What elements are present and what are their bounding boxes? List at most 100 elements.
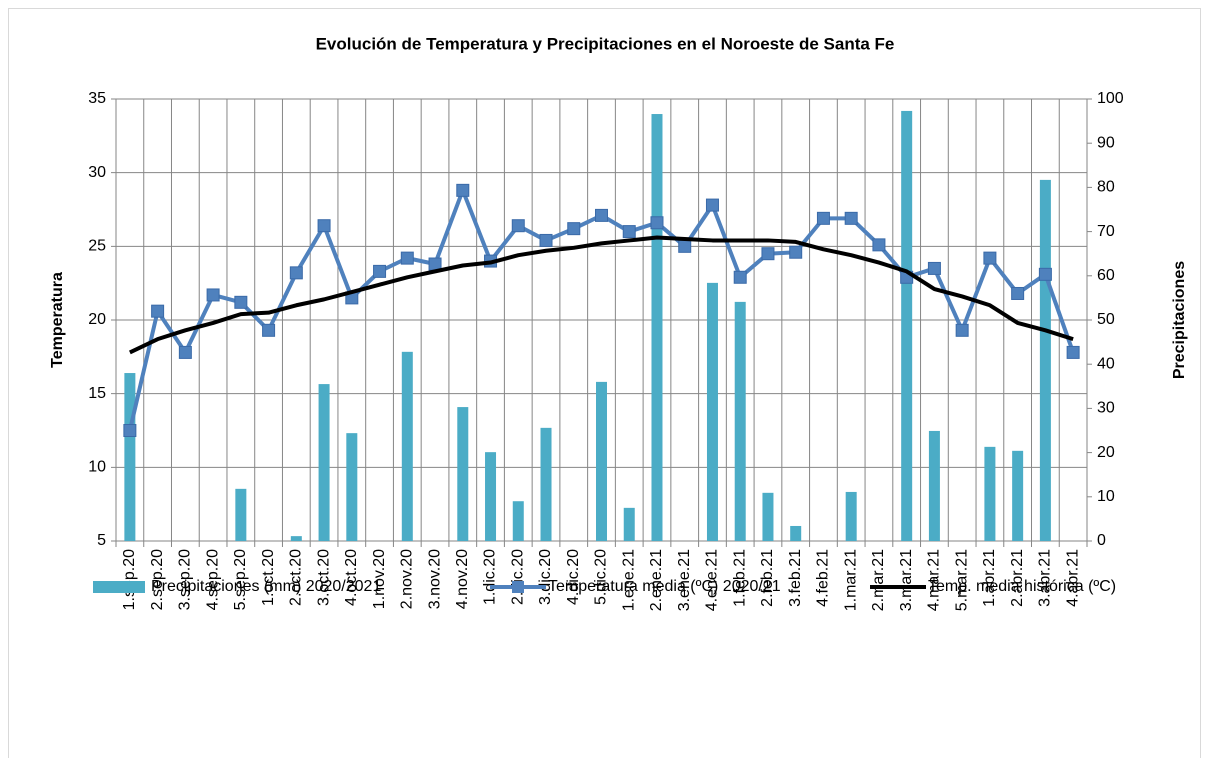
bar — [984, 446, 996, 541]
y-tick-label: 20 — [88, 311, 106, 328]
x-tick-label: 4.nov.20 — [454, 549, 471, 609]
x-tick-label: 2.sep.20 — [149, 549, 166, 610]
marker — [178, 345, 192, 359]
y2-tick-label: 40 — [1097, 355, 1115, 372]
bar — [901, 110, 913, 542]
bar — [401, 351, 413, 541]
marker — [317, 219, 331, 233]
marker — [1038, 267, 1052, 281]
x-tick-label: 3.mar.21 — [898, 549, 915, 611]
x-tick-label: 3.feb.21 — [787, 549, 804, 607]
x-tick-label: 4.dic.20 — [565, 549, 582, 605]
x-tick-label: 2.ene.21 — [648, 549, 665, 611]
x-tick-label: 3.ene.21 — [676, 549, 693, 611]
legend-marker — [512, 581, 524, 593]
x-tick-label: 2.nov.20 — [399, 549, 416, 609]
bar — [318, 384, 330, 541]
chart-title: Evolución de Temperatura y Precipitacion… — [316, 34, 895, 53]
x-tick-label: 3.dic.20 — [537, 549, 554, 605]
bar — [290, 536, 302, 541]
legend-label: Temperatura media (ºC) 2020/21 — [548, 578, 781, 595]
marker — [373, 264, 387, 278]
x-tick-label: 1.mar.21 — [842, 549, 859, 611]
bar — [596, 381, 607, 541]
bar — [928, 430, 940, 541]
marker — [789, 245, 803, 259]
marker — [456, 183, 470, 197]
marker — [428, 257, 442, 271]
y-tick-label: 35 — [88, 90, 106, 107]
y-tick-label: 30 — [88, 164, 106, 181]
y2-tick-label: 20 — [1097, 444, 1115, 461]
x-tick-label: 3.abr.21 — [1037, 549, 1054, 607]
marker — [955, 323, 969, 337]
marker — [567, 222, 581, 236]
marker — [1066, 345, 1080, 359]
bar — [651, 114, 663, 541]
y-tick-label: 5 — [97, 532, 106, 549]
x-tick-label: 1.feb.21 — [731, 549, 748, 607]
marker — [650, 216, 664, 230]
x-tick-label: 4.ene.21 — [704, 549, 721, 611]
y2-axis-title: Precipitaciones — [1171, 261, 1188, 379]
y2-tick-label: 50 — [1097, 311, 1115, 328]
x-tick-label: 1.sep.20 — [121, 549, 138, 610]
marker — [761, 247, 775, 261]
x-tick-label: 4.mar.21 — [926, 549, 943, 611]
bar — [762, 492, 774, 541]
bar — [485, 452, 497, 541]
y2-tick-label: 30 — [1097, 400, 1115, 417]
x-tick-label: 1.ene.21 — [620, 549, 637, 611]
x-tick-label: 1.dic.20 — [482, 549, 499, 605]
x-tick-label: 1.oct.20 — [260, 549, 277, 606]
bar — [235, 488, 247, 541]
marker — [705, 198, 719, 212]
x-tick-label: 2.feb.21 — [759, 549, 776, 607]
x-tick-label: 5.mar.21 — [953, 549, 970, 611]
legend-swatch — [93, 581, 145, 593]
x-tick-label: 3.nov.20 — [426, 549, 443, 609]
y2-tick-label: 90 — [1097, 134, 1115, 151]
marker — [123, 424, 137, 437]
bar — [1012, 450, 1024, 541]
marker — [289, 266, 303, 280]
marker — [595, 208, 608, 222]
y2-tick-label: 70 — [1097, 223, 1115, 240]
marker — [816, 211, 830, 225]
x-tick-label: 4.sep.20 — [204, 549, 221, 610]
x-tick-label: 2.mar.21 — [870, 549, 887, 611]
marker — [844, 211, 858, 225]
y2-tick-label: 10 — [1097, 488, 1115, 505]
line — [129, 235, 1074, 355]
marker — [1011, 286, 1025, 300]
x-tick-label: 2.dic.20 — [509, 549, 526, 605]
y-tick-label: 10 — [88, 459, 106, 476]
x-tick-label: 4.feb.21 — [815, 549, 832, 607]
bar — [845, 491, 857, 541]
y2-tick-label: 100 — [1097, 90, 1124, 107]
x-tick-label: 4.oct.20 — [343, 549, 360, 606]
legend-label: Precipitaciones (mm) 2020/2021 — [151, 578, 381, 595]
marker — [400, 251, 414, 265]
x-tick-label: 2.oct.20 — [288, 549, 305, 606]
marker — [872, 238, 886, 252]
legend-label: Temp. media histórica (ºC) — [928, 578, 1116, 595]
marker — [262, 323, 276, 337]
x-tick-label: 5.sep.20 — [232, 549, 249, 610]
marker — [983, 251, 997, 265]
x-tick-label: 3.sep.20 — [177, 549, 194, 610]
bar — [623, 507, 635, 541]
bar — [790, 525, 802, 541]
bar — [124, 373, 136, 541]
bar — [540, 427, 552, 541]
x-tick-label: 1.abr.21 — [981, 549, 998, 607]
bar — [346, 433, 358, 541]
marker — [206, 288, 220, 302]
y-axis-title: Temperatura — [49, 272, 66, 368]
y2-tick-label: 60 — [1097, 267, 1115, 284]
bar — [1039, 179, 1051, 542]
x-tick-label: 5.dic.20 — [593, 549, 610, 605]
marker — [511, 219, 525, 233]
marker — [622, 225, 636, 239]
